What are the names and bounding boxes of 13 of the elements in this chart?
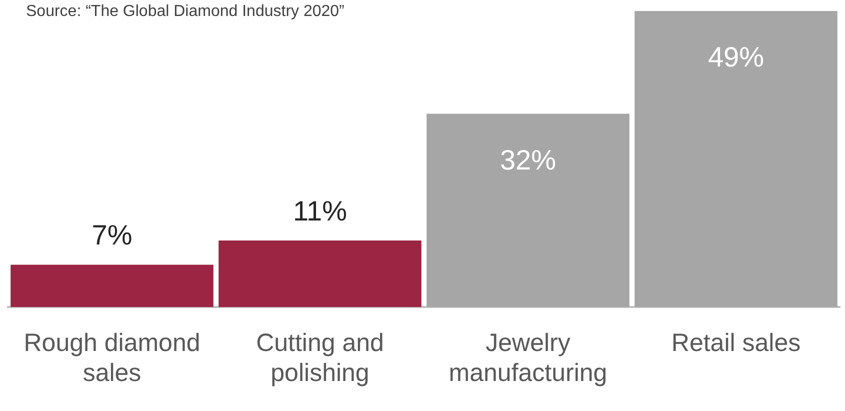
data-label: 7% <box>92 219 132 250</box>
x-tick-label: Cutting and polishing <box>256 328 384 387</box>
data-label: 11% <box>293 195 347 226</box>
annotation: Source: “The Global Diamond Industry 2020” <box>26 2 344 22</box>
bar <box>634 11 838 307</box>
bar <box>426 114 630 307</box>
data-label: 49% <box>708 42 764 73</box>
x-tick-label: Rough diamond sales <box>24 328 200 387</box>
data-label: 32% <box>500 144 556 176</box>
x-tick-label: Retail sales <box>671 328 801 357</box>
x-tick-label: Jewelry manufacturing <box>448 328 608 387</box>
bar <box>218 240 422 307</box>
bar <box>10 264 214 307</box>
